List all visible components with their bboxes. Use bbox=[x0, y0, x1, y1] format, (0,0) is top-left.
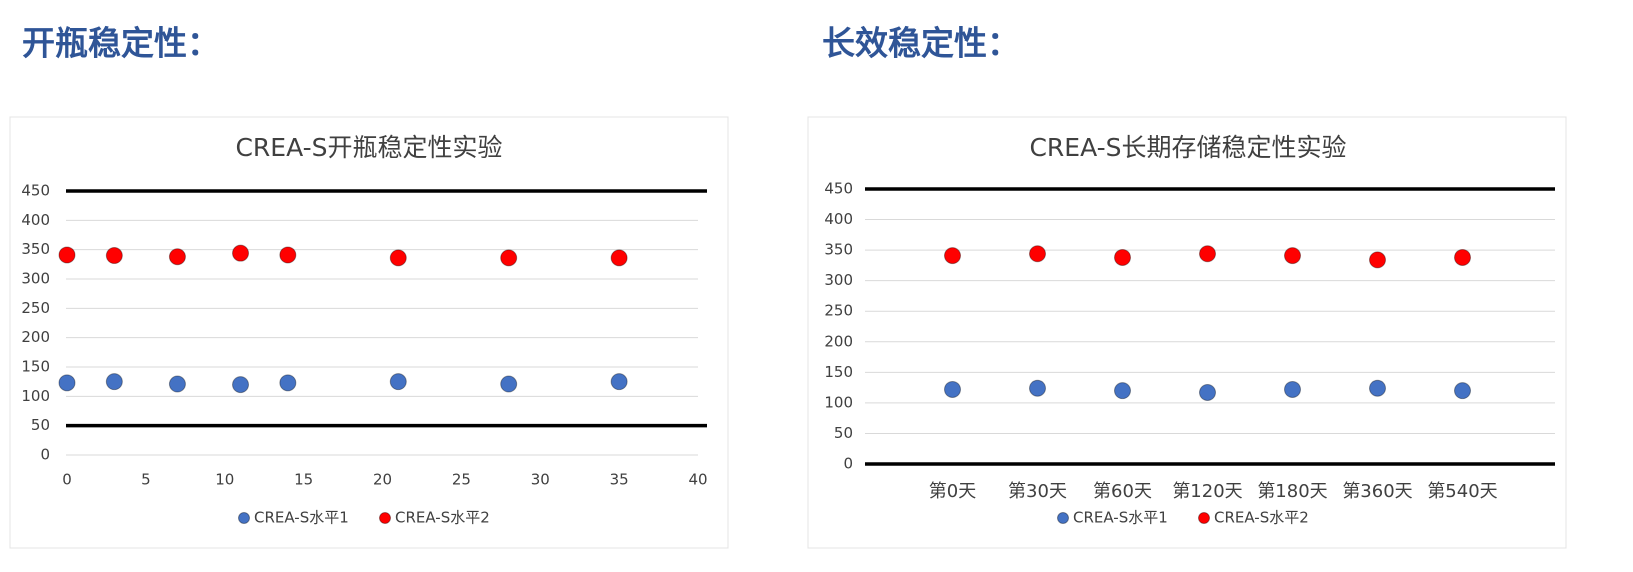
y-tick-label: 300 bbox=[21, 270, 50, 288]
x-tick-label: 35 bbox=[610, 471, 629, 489]
legend-marker bbox=[1057, 512, 1069, 524]
point bbox=[944, 380, 961, 398]
point bbox=[1029, 379, 1046, 397]
legend-marker bbox=[379, 512, 391, 524]
point bbox=[1029, 245, 1046, 263]
y-tick-label: 150 bbox=[21, 358, 50, 376]
x-tick-label: 0 bbox=[62, 471, 72, 489]
point bbox=[1454, 382, 1471, 400]
y-tick-label: 50 bbox=[31, 416, 50, 434]
legend-label: CREA-S水平2 bbox=[395, 509, 490, 527]
y-tick-label: 0 bbox=[40, 446, 50, 464]
x-tick-label: 第30天 bbox=[1008, 481, 1067, 502]
point bbox=[389, 373, 407, 391]
y-tick-label: 350 bbox=[824, 241, 853, 259]
y-tick-label: 300 bbox=[824, 271, 853, 289]
point bbox=[1369, 251, 1386, 269]
x-tick-label: 第540天 bbox=[1427, 481, 1497, 502]
point bbox=[944, 247, 961, 265]
chart-title: CREA-S长期存储稳定性实验 bbox=[1029, 133, 1346, 162]
x-tick-label: 5 bbox=[141, 471, 151, 489]
point bbox=[1454, 248, 1471, 266]
point bbox=[1369, 379, 1386, 397]
point bbox=[1199, 245, 1216, 263]
x-tick-label: 10 bbox=[215, 471, 234, 489]
legend-label: CREA-S水平1 bbox=[1073, 509, 1168, 527]
point bbox=[58, 246, 76, 264]
point bbox=[232, 244, 250, 262]
y-tick-label: 0 bbox=[843, 455, 853, 473]
point bbox=[610, 373, 628, 391]
y-tick-label: 50 bbox=[834, 424, 853, 442]
x-tick-label: 第120天 bbox=[1172, 481, 1242, 502]
x-tick-label: 30 bbox=[531, 471, 550, 489]
legend-label: CREA-S水平1 bbox=[254, 509, 349, 527]
y-tick-label: 100 bbox=[21, 387, 50, 405]
point bbox=[610, 249, 628, 267]
point bbox=[232, 376, 250, 394]
point bbox=[279, 374, 297, 392]
legend-marker bbox=[1198, 512, 1210, 524]
x-tick-label: 第60天 bbox=[1093, 481, 1152, 502]
section-heading: 长效稳定性： bbox=[822, 24, 1020, 63]
x-tick-label: 第360天 bbox=[1342, 481, 1412, 502]
point bbox=[1284, 247, 1301, 265]
x-tick-label: 第0天 bbox=[929, 481, 976, 502]
x-tick-label: 20 bbox=[373, 471, 392, 489]
y-tick-label: 200 bbox=[21, 328, 50, 346]
point bbox=[168, 375, 186, 393]
point bbox=[500, 375, 518, 393]
point bbox=[1114, 382, 1131, 400]
point bbox=[389, 249, 407, 267]
point bbox=[168, 248, 186, 266]
point bbox=[1199, 384, 1216, 401]
y-tick-label: 400 bbox=[824, 210, 853, 228]
point bbox=[1284, 380, 1301, 398]
x-tick-label: 第180天 bbox=[1257, 481, 1327, 502]
y-tick-label: 250 bbox=[824, 302, 853, 320]
legend-marker bbox=[238, 512, 250, 524]
y-tick-label: 450 bbox=[21, 182, 50, 200]
point bbox=[500, 249, 518, 267]
y-tick-label: 200 bbox=[824, 332, 853, 350]
y-tick-label: 450 bbox=[824, 180, 853, 198]
point bbox=[105, 373, 123, 391]
point bbox=[105, 247, 123, 265]
section-heading: 开瓶稳定性： bbox=[22, 24, 220, 63]
x-tick-label: 15 bbox=[294, 471, 313, 489]
chart-panel bbox=[9, 116, 729, 549]
x-tick-label: 40 bbox=[688, 471, 707, 489]
point bbox=[58, 374, 76, 392]
legend-label: CREA-S水平2 bbox=[1214, 509, 1309, 527]
point bbox=[1114, 248, 1131, 266]
y-tick-label: 100 bbox=[824, 393, 853, 411]
point bbox=[279, 246, 297, 264]
chart-title: CREA-S开瓶稳定性实验 bbox=[235, 133, 502, 162]
y-tick-label: 350 bbox=[21, 240, 50, 258]
x-tick-label: 25 bbox=[452, 471, 471, 489]
y-tick-label: 250 bbox=[21, 299, 50, 317]
y-tick-label: 400 bbox=[21, 211, 50, 229]
y-tick-label: 150 bbox=[824, 363, 853, 381]
